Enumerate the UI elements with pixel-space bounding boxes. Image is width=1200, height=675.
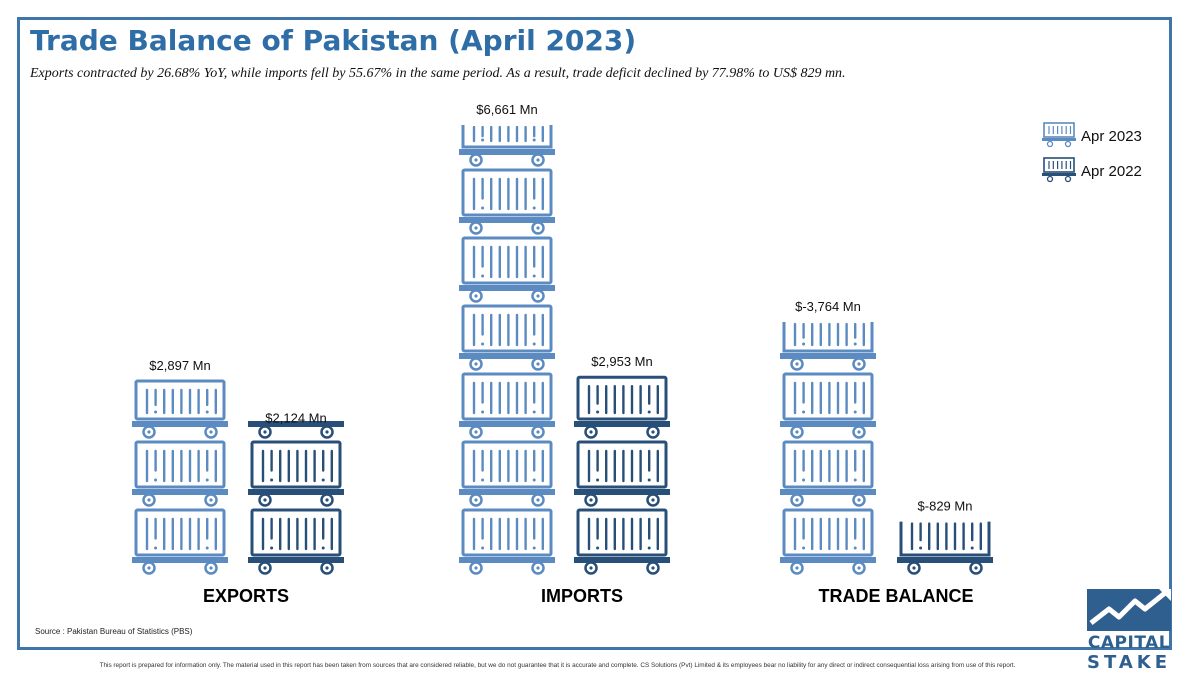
capital-stake-logo: CAPITAL STAKE [1081,585,1177,673]
legend-label: Apr 2023 [1081,128,1142,145]
cart-icon [574,440,670,507]
page-subtitle: Exports contracted by 26.68% YoY, while … [30,66,846,81]
logo-graph-icon [1087,589,1171,631]
cart-icon [459,440,555,507]
data-label: $-829 Mn [918,499,973,514]
cart-icon [459,236,555,303]
cart-icon [248,440,344,507]
data-label: $2,953 Mn [591,354,652,369]
category-label: EXPORTS [203,586,289,606]
cart-icon [459,508,555,575]
cart-icon [248,421,344,439]
category-label: IMPORTS [541,586,623,606]
cart-icon [132,440,228,507]
cart-icon [780,322,876,371]
source-note: Source : Pakistan Bureau of Statistics (… [35,627,193,636]
cart-icon [459,372,555,439]
data-label: $2,897 Mn [149,358,210,373]
cart-icon [459,168,555,235]
data-label: $6,661 Mn [476,102,537,117]
cart-icon [897,521,993,575]
logo-line2: STAKE [1086,652,1172,673]
legend-cart-icon [1042,122,1076,148]
data-label: $2,124 Mn [265,411,326,426]
cart-icon [574,375,670,439]
cart-icon [132,508,228,575]
cart-icon [780,440,876,507]
cart-icon [780,508,876,575]
cart-icon [248,508,344,575]
legend-item: Apr 2022 [1042,157,1142,183]
legend-label: Apr 2022 [1081,163,1142,180]
cart-icon [780,372,876,439]
chart-frame [17,17,1172,650]
legend-item: Apr 2023 [1042,122,1142,148]
cart-icon [132,379,228,439]
cart-icon [574,508,670,575]
legend-cart-icon [1042,157,1076,183]
cart-icon [459,125,555,167]
page-title: Trade Balance of Pakistan (April 2023) [30,24,637,57]
disclaimer-note: This report is prepared for information … [99,662,1016,669]
logo-line1: CAPITAL [1087,633,1171,653]
category-label: TRADE BALANCE [819,586,974,606]
cart-icon [459,304,555,371]
data-label: $-3,764 Mn [795,299,861,314]
